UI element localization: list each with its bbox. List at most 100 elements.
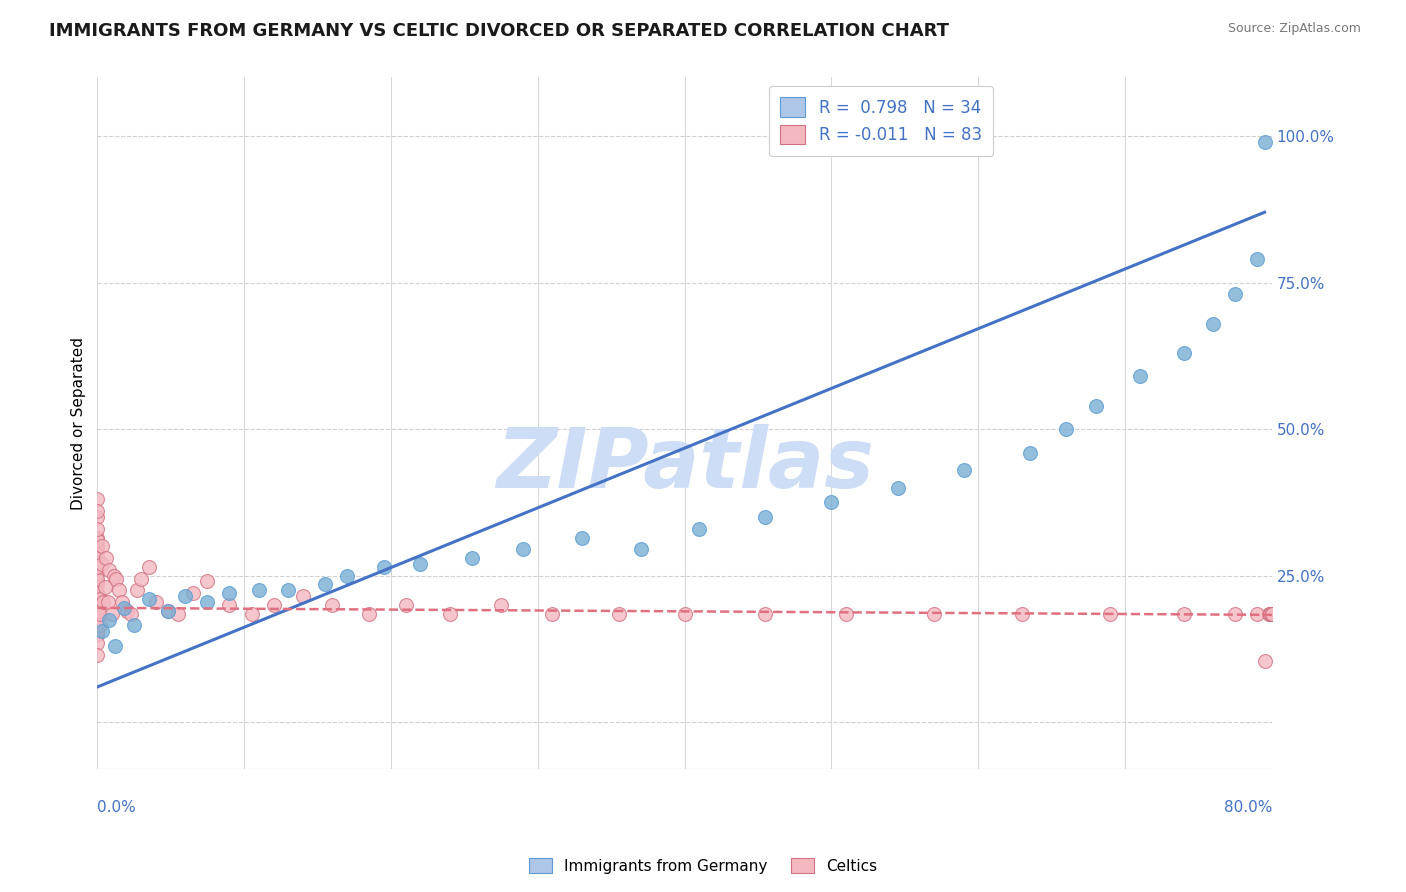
Point: [105, 572, 128, 586]
Point: [1246, 607, 1268, 621]
Point: [86, 539, 108, 553]
Point: [321, 598, 343, 612]
Point: [89, 607, 111, 621]
Point: [1261, 607, 1284, 621]
Point: [111, 595, 134, 609]
Point: [820, 495, 842, 509]
Point: [291, 589, 314, 603]
Point: [1258, 607, 1281, 621]
Point: [86, 551, 108, 566]
Point: [131, 572, 153, 586]
Point: [1173, 607, 1195, 621]
Point: [512, 542, 534, 557]
Point: [754, 510, 776, 524]
Point: [277, 583, 299, 598]
Point: [97, 595, 120, 609]
Point: [86, 615, 108, 630]
Point: [373, 559, 395, 574]
Point: [86, 577, 108, 591]
Point: [86, 510, 108, 524]
Point: [489, 598, 512, 612]
Point: [1261, 607, 1284, 621]
Point: [754, 607, 776, 621]
Text: 0.0%: 0.0%: [97, 799, 136, 814]
Point: [1225, 287, 1247, 301]
Point: [86, 542, 108, 557]
Point: [103, 568, 125, 582]
Point: [1129, 369, 1152, 384]
Point: [108, 583, 131, 598]
Y-axis label: Divorced or Separated: Divorced or Separated: [72, 336, 86, 509]
Point: [86, 600, 108, 615]
Point: [86, 559, 108, 574]
Point: [461, 551, 484, 566]
Point: [86, 574, 108, 589]
Point: [1202, 317, 1225, 331]
Point: [86, 504, 108, 518]
Point: [439, 607, 461, 621]
Point: [101, 607, 124, 621]
Legend: R =  0.798   N = 34, R = -0.011   N = 83: R = 0.798 N = 34, R = -0.011 N = 83: [769, 86, 994, 156]
Point: [86, 600, 108, 615]
Point: [218, 586, 240, 600]
Point: [218, 598, 240, 612]
Point: [1260, 607, 1282, 621]
Point: [96, 551, 118, 566]
Point: [86, 586, 108, 600]
Point: [263, 598, 285, 612]
Point: [886, 481, 908, 495]
Point: [90, 539, 112, 553]
Point: [86, 618, 108, 632]
Point: [630, 542, 652, 557]
Point: [93, 580, 115, 594]
Point: [98, 563, 121, 577]
Point: [86, 648, 108, 662]
Point: [89, 618, 111, 632]
Point: [247, 583, 270, 598]
Point: [571, 531, 593, 545]
Point: [673, 607, 696, 621]
Point: [86, 566, 108, 580]
Point: [357, 607, 380, 621]
Point: [86, 589, 108, 603]
Point: [86, 618, 108, 632]
Point: [86, 522, 108, 536]
Point: [1011, 607, 1033, 621]
Text: IMMIGRANTS FROM GERMANY VS CELTIC DIVORCED OR SEPARATED CORRELATION CHART: IMMIGRANTS FROM GERMANY VS CELTIC DIVORC…: [49, 22, 949, 40]
Text: 80.0%: 80.0%: [1223, 799, 1272, 814]
Point: [91, 595, 114, 609]
Point: [607, 607, 630, 621]
Point: [395, 598, 418, 612]
Point: [89, 592, 111, 607]
Point: [922, 607, 945, 621]
Point: [125, 583, 148, 598]
Point: [1260, 607, 1282, 621]
Point: [86, 586, 108, 600]
Point: [86, 609, 108, 624]
Point: [145, 595, 167, 609]
Point: [122, 618, 145, 632]
Point: [86, 624, 108, 639]
Point: [336, 568, 359, 582]
Point: [1084, 399, 1107, 413]
Point: [86, 548, 108, 562]
Point: [240, 607, 263, 621]
Point: [120, 607, 142, 621]
Point: [86, 636, 108, 650]
Point: [86, 572, 108, 586]
Point: [541, 607, 564, 621]
Point: [409, 557, 432, 571]
Point: [314, 577, 336, 591]
Point: [98, 613, 121, 627]
Point: [86, 604, 108, 618]
Point: [86, 533, 108, 548]
Text: ZIPatlas: ZIPatlas: [496, 425, 873, 505]
Point: [835, 607, 858, 621]
Point: [688, 522, 710, 536]
Point: [138, 592, 160, 607]
Point: [1253, 654, 1275, 668]
Point: [1173, 346, 1195, 360]
Point: [952, 463, 974, 477]
Point: [112, 600, 135, 615]
Point: [1261, 607, 1284, 621]
